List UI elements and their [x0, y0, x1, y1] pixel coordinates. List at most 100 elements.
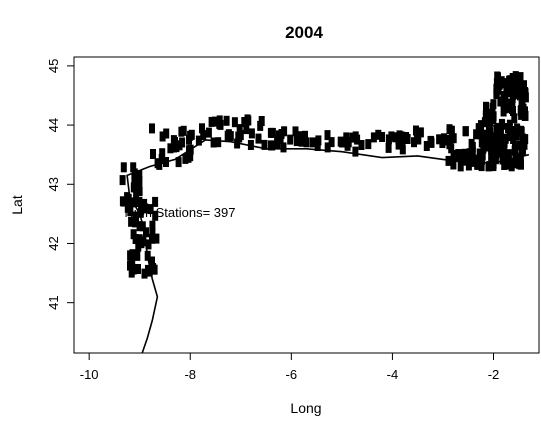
station-point [324, 130, 331, 141]
station-point [507, 131, 514, 142]
station-point [150, 149, 156, 159]
station-point [292, 126, 299, 137]
x-tick-label: -6 [286, 367, 298, 382]
station-point [152, 196, 159, 207]
station-point [135, 184, 142, 195]
station-point [149, 228, 156, 239]
x-tick-label: -10 [80, 367, 99, 382]
station-point [476, 148, 483, 159]
station-point [478, 155, 485, 165]
x-tick-label: -8 [184, 367, 196, 382]
station-point [125, 193, 132, 204]
station-point [257, 120, 264, 131]
station-point [512, 152, 519, 163]
station-point [502, 78, 509, 89]
station-point [328, 137, 335, 148]
station-point [130, 182, 137, 193]
station-point [517, 72, 524, 83]
station-point [153, 233, 160, 244]
station-point [521, 80, 527, 91]
station-point [136, 221, 143, 232]
station-point [505, 149, 512, 160]
station-point [143, 227, 149, 238]
station-point [255, 133, 262, 144]
station-point [223, 115, 230, 126]
station-point [514, 123, 521, 134]
station-point [128, 216, 135, 227]
station-point [145, 264, 151, 275]
station-point [149, 256, 155, 267]
station-point [152, 210, 159, 221]
station-point [414, 129, 420, 139]
station-point [247, 140, 254, 150]
y-tick-label: 45 [46, 59, 61, 73]
station-point [456, 149, 463, 160]
station-point [280, 142, 287, 153]
station-point [151, 264, 158, 275]
station-point [133, 211, 139, 222]
station-point [497, 96, 504, 107]
station-point [133, 170, 139, 181]
station-point [130, 162, 137, 173]
station-point [469, 141, 476, 152]
station-point [500, 144, 507, 155]
station-point [245, 115, 252, 126]
station-point [466, 148, 473, 159]
station-point [210, 137, 217, 148]
station-point [195, 135, 202, 146]
station-point [504, 159, 511, 170]
station-point [248, 128, 255, 139]
station-point [142, 203, 149, 214]
station-point [130, 197, 137, 208]
y-axis: 41 42 43 44 45 [46, 59, 74, 310]
chart-title: 2004 [285, 23, 323, 42]
station-point [492, 140, 499, 151]
station-point [502, 133, 509, 144]
station-point [423, 141, 430, 151]
station-point [501, 96, 508, 107]
station-point [453, 151, 459, 162]
station-point [439, 138, 446, 148]
station-point [511, 75, 518, 86]
station-point [159, 131, 166, 142]
station-point [132, 217, 139, 228]
station-point [135, 264, 141, 274]
station-point [492, 154, 499, 165]
station-point [156, 159, 163, 170]
station-point [445, 155, 452, 166]
station-point [446, 139, 453, 150]
station-point [130, 229, 137, 240]
y-tick-label: 42 [46, 236, 61, 250]
station-point [144, 250, 151, 261]
plot-frame [73, 56, 540, 354]
station-point [511, 113, 518, 124]
station-point [478, 120, 484, 131]
station-point [481, 139, 488, 150]
station-point [137, 237, 144, 248]
station-point [145, 239, 152, 250]
station-point [518, 125, 525, 136]
station-point [175, 157, 182, 168]
station-point [520, 86, 527, 97]
station-point [274, 138, 281, 149]
station-point [231, 117, 238, 128]
station-point [481, 117, 488, 128]
station-point [436, 134, 443, 145]
station-point [136, 176, 143, 187]
station-point [498, 118, 505, 129]
station-point [119, 175, 126, 186]
station-point [163, 128, 170, 139]
station-point [522, 106, 528, 117]
station-point [494, 130, 500, 141]
station-point [446, 124, 453, 135]
station-point [509, 103, 515, 114]
station-point [488, 145, 495, 156]
station-point [126, 200, 133, 211]
station-point [127, 206, 134, 217]
station-point [385, 142, 392, 153]
station-point [314, 141, 321, 151]
station-point [375, 129, 382, 140]
station-point [173, 142, 180, 153]
station-point [370, 132, 377, 143]
station-point [121, 196, 128, 207]
